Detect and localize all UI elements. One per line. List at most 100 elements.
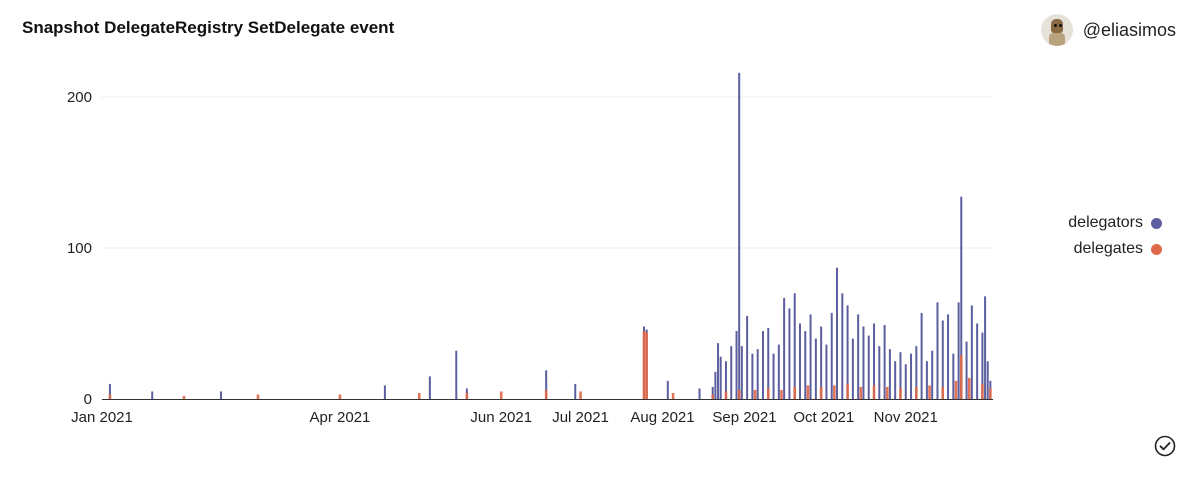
delegators-bar-42 bbox=[851, 338, 854, 399]
delegators-bar-48 bbox=[883, 325, 886, 399]
delegators-bar-34 bbox=[809, 314, 812, 399]
y-tick-label-0: 0 bbox=[84, 391, 92, 408]
delegators-bar-59 bbox=[941, 320, 944, 399]
delegates-bar-8 bbox=[579, 391, 582, 399]
delegators-bar-57 bbox=[931, 350, 934, 399]
delegators-bar-38 bbox=[830, 312, 833, 399]
legend-label-delegates: delegates bbox=[1073, 240, 1143, 257]
delegates-bar-33 bbox=[981, 383, 984, 399]
delegators-bar-62 bbox=[957, 302, 960, 399]
legend-dot-delegates bbox=[1151, 243, 1162, 255]
delegates-bar-22 bbox=[846, 383, 849, 399]
delegates-bar-17 bbox=[780, 389, 783, 399]
delegates-bar-10 bbox=[645, 332, 648, 399]
delegates-bar-29 bbox=[941, 386, 945, 399]
delegators-bar-12 bbox=[698, 388, 701, 399]
delegators-bar-25 bbox=[761, 331, 764, 399]
avatar[interactable] bbox=[1040, 14, 1073, 46]
x-tick-label-3: Jul 2021 bbox=[552, 409, 609, 426]
delegates-bar-26 bbox=[899, 388, 902, 399]
delegators-bar-39 bbox=[836, 267, 839, 399]
delegators-bar-7 bbox=[545, 370, 548, 399]
delegators-bar-29 bbox=[783, 297, 786, 399]
delegators-bar-69 bbox=[986, 361, 989, 399]
delegators-bar-3 bbox=[383, 385, 386, 399]
grid-lines bbox=[102, 96, 993, 249]
delegators-bar-16 bbox=[719, 356, 722, 399]
delegators-bar-18 bbox=[730, 346, 733, 399]
delegates-bar-27 bbox=[915, 386, 918, 399]
delegates-bar-2 bbox=[256, 394, 260, 399]
author[interactable]: @eliasimos bbox=[1040, 14, 1176, 46]
delegates-bar-6 bbox=[499, 391, 503, 399]
delegators-bar-49 bbox=[888, 349, 891, 399]
x-tick-label-6: Oct 2021 bbox=[793, 409, 854, 426]
delegators-bar-65 bbox=[970, 305, 973, 399]
check-circle-icon[interactable] bbox=[1154, 435, 1176, 457]
legend-label-delegators: delegators bbox=[1068, 214, 1143, 231]
legend-item-delegates[interactable]: delegates bbox=[1074, 240, 1162, 258]
legend-dot-delegators bbox=[1151, 217, 1162, 229]
delegators-bar-53 bbox=[910, 353, 913, 399]
delegators-bar-52 bbox=[904, 364, 907, 399]
delegates-bar-30 bbox=[954, 380, 958, 399]
delegators-bar-32 bbox=[798, 323, 801, 399]
delegators-bar-30 bbox=[788, 308, 791, 399]
delegators-bar-28 bbox=[777, 344, 780, 399]
delegates-bar-24 bbox=[872, 385, 876, 399]
x-tick-label-4: Aug 2021 bbox=[630, 409, 694, 426]
delegates-bar-23 bbox=[859, 386, 863, 399]
delegators-bar-31 bbox=[793, 293, 796, 399]
delegators-bar-64 bbox=[965, 341, 968, 399]
legend: delegators delegates bbox=[1068, 214, 1162, 258]
delegators-bar-67 bbox=[981, 332, 984, 399]
delegates-bar-0 bbox=[108, 394, 112, 399]
delegators-bar-4 bbox=[428, 376, 431, 399]
delegators-bar-1 bbox=[151, 391, 154, 399]
delegates-bar-19 bbox=[806, 385, 810, 399]
delegators-bar-5 bbox=[455, 350, 458, 399]
x-tick-label-5: Sep 2021 bbox=[712, 409, 776, 426]
delegates-bar-7 bbox=[544, 389, 548, 399]
delegates-bar-4 bbox=[417, 392, 421, 399]
delegates-bar-21 bbox=[833, 385, 836, 399]
delegates-bar-3 bbox=[338, 394, 342, 399]
delegates-bar-16 bbox=[766, 388, 770, 399]
delegators-bar-22 bbox=[746, 315, 749, 399]
chart-title: Snapshot DelegateRegistry SetDelegate ev… bbox=[22, 18, 395, 37]
delegators-bar-45 bbox=[867, 335, 870, 399]
delegators-bar-54 bbox=[915, 346, 918, 399]
delegators-bar-21 bbox=[740, 346, 743, 399]
delegates-bar-18 bbox=[793, 386, 797, 399]
delegators-bar-14 bbox=[714, 371, 717, 399]
delegators-bar-19 bbox=[735, 331, 738, 399]
delegates-bar-31 bbox=[959, 355, 963, 399]
delegators-bar-11 bbox=[666, 380, 669, 399]
delegators-bar-8 bbox=[574, 383, 577, 399]
delegates-bar-13 bbox=[724, 391, 728, 399]
delegates-bar-9 bbox=[642, 331, 646, 399]
y-tick-label-100: 100 bbox=[67, 240, 92, 257]
delegates-series bbox=[108, 331, 992, 399]
delegators-bar-58 bbox=[936, 302, 939, 399]
delegators-bar-24 bbox=[756, 349, 759, 399]
x-tick-label-0: Jan 2021 bbox=[71, 409, 133, 426]
delegators-bar-36 bbox=[820, 326, 823, 399]
x-tick-label-1: Apr 2021 bbox=[310, 409, 371, 426]
delegators-bar-44 bbox=[862, 326, 865, 399]
author-handle[interactable]: @eliasimos bbox=[1082, 19, 1176, 40]
legend-item-delegators[interactable]: delegators bbox=[1068, 214, 1162, 232]
delegators-bar-56 bbox=[925, 361, 928, 399]
delegators-bar-61 bbox=[952, 353, 955, 399]
delegators-bar-68 bbox=[984, 296, 987, 399]
delegators-bar-51 bbox=[899, 352, 902, 399]
y-tick-label-200: 200 bbox=[67, 89, 92, 106]
delegators-series bbox=[108, 72, 992, 399]
delegators-bar-15 bbox=[717, 343, 720, 399]
delegates-bar-14 bbox=[737, 389, 741, 399]
delegators-bar-33 bbox=[804, 331, 807, 399]
delegators-bar-47 bbox=[878, 346, 881, 399]
delegates-bar-20 bbox=[819, 386, 823, 399]
delegators-bar-43 bbox=[857, 314, 860, 399]
